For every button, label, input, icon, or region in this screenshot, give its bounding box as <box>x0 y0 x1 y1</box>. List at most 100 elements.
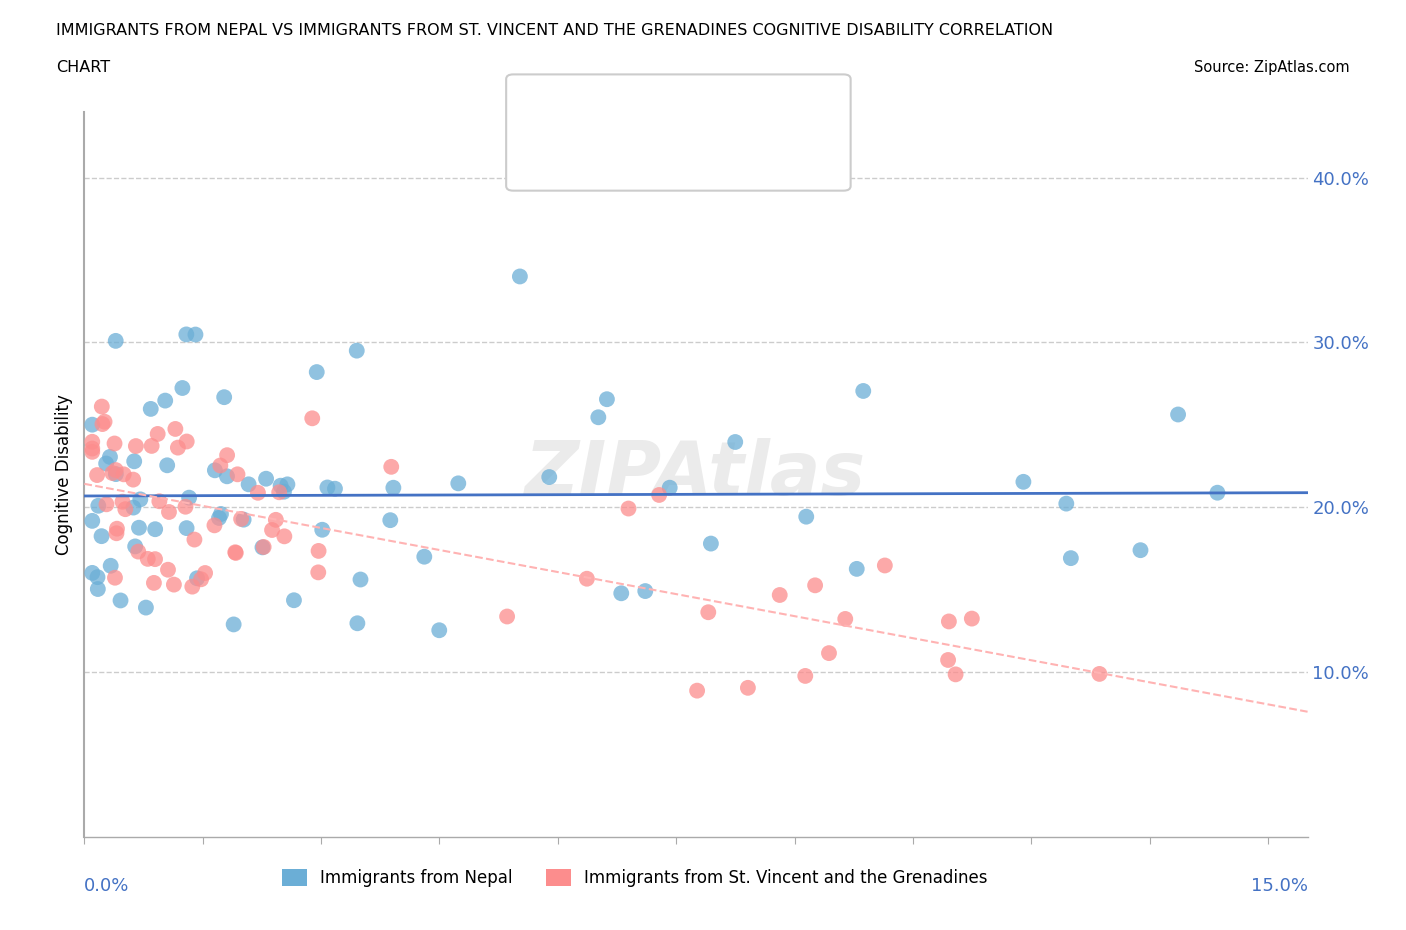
Point <box>311 523 333 538</box>
Point <box>212 390 235 405</box>
Point <box>111 494 134 509</box>
Point <box>124 539 146 554</box>
Point <box>143 551 166 566</box>
Point <box>509 269 531 284</box>
Point <box>127 544 149 559</box>
Point <box>538 470 561 485</box>
Point <box>146 427 169 442</box>
Point <box>1206 485 1229 500</box>
Point <box>346 343 368 358</box>
Point <box>157 505 180 520</box>
Point <box>307 565 329 579</box>
Text: 15.0%: 15.0% <box>1250 877 1308 895</box>
Point <box>617 501 640 516</box>
Point <box>270 478 292 493</box>
Point <box>852 383 875 398</box>
Point <box>112 467 135 482</box>
Point <box>1012 474 1035 489</box>
Point <box>96 497 118 512</box>
Point <box>208 511 231 525</box>
Point <box>276 477 298 492</box>
Point <box>184 327 207 342</box>
Point <box>156 458 179 472</box>
Point <box>104 467 127 482</box>
Point <box>93 414 115 429</box>
Point <box>697 604 720 619</box>
Point <box>229 512 252 526</box>
Point <box>110 593 132 608</box>
Point <box>596 392 619 406</box>
Point <box>156 563 179 578</box>
Point <box>301 411 323 426</box>
Point <box>305 365 328 379</box>
Point <box>724 434 747 449</box>
Point <box>226 467 249 482</box>
Point <box>496 609 519 624</box>
Point <box>104 334 127 349</box>
Point <box>122 454 145 469</box>
Point <box>165 421 187 436</box>
Point <box>349 572 371 587</box>
Point <box>114 501 136 516</box>
Point <box>190 572 212 587</box>
Point <box>204 518 226 533</box>
Point <box>254 472 277 486</box>
Point <box>100 558 122 573</box>
Point <box>845 562 868 577</box>
Point <box>246 485 269 500</box>
Point <box>427 623 450 638</box>
Point <box>253 539 276 554</box>
Point <box>794 510 817 525</box>
Point <box>382 480 405 495</box>
Point <box>316 480 339 495</box>
Point <box>183 532 205 547</box>
Point <box>186 571 208 586</box>
Point <box>143 522 166 537</box>
Point <box>90 399 112 414</box>
Point <box>209 507 232 522</box>
Point <box>217 447 239 462</box>
Point <box>101 466 124 481</box>
Point <box>945 667 967 682</box>
Point <box>804 578 827 592</box>
Point <box>269 485 291 499</box>
Point <box>122 472 145 487</box>
Point <box>610 586 633 601</box>
Point <box>174 499 197 514</box>
Point <box>252 540 274 555</box>
Point <box>141 438 163 453</box>
Point <box>104 570 127 585</box>
Point <box>125 439 148 454</box>
Point <box>575 571 598 586</box>
Point <box>122 500 145 515</box>
Point <box>1054 497 1077 512</box>
Text: R = -0.190   N = 72: R = -0.190 N = 72 <box>571 145 733 163</box>
Point <box>129 492 152 507</box>
Point <box>86 570 108 585</box>
Point <box>90 529 112 544</box>
Point <box>936 653 959 668</box>
Point <box>215 469 238 484</box>
Point <box>658 480 681 495</box>
Point <box>176 521 198 536</box>
Point <box>135 600 157 615</box>
Point <box>181 579 204 594</box>
Point <box>87 581 110 596</box>
Text: IMMIGRANTS FROM NEPAL VS IMMIGRANTS FROM ST. VINCENT AND THE GRENADINES COGNITIV: IMMIGRANTS FROM NEPAL VS IMMIGRANTS FROM… <box>56 23 1053 38</box>
Point <box>222 617 245 631</box>
Point <box>938 614 960 629</box>
Text: 0.0%: 0.0% <box>84 877 129 895</box>
Point <box>960 611 983 626</box>
Text: Source: ZipAtlas.com: Source: ZipAtlas.com <box>1194 60 1350 75</box>
Point <box>86 468 108 483</box>
Point <box>588 410 610 425</box>
Point <box>686 684 709 698</box>
Point <box>82 441 104 456</box>
Point <box>794 669 817 684</box>
Point <box>139 402 162 417</box>
Point <box>82 513 104 528</box>
Point <box>155 393 177 408</box>
Point <box>225 546 247 561</box>
Point <box>308 543 330 558</box>
Point <box>176 327 198 342</box>
